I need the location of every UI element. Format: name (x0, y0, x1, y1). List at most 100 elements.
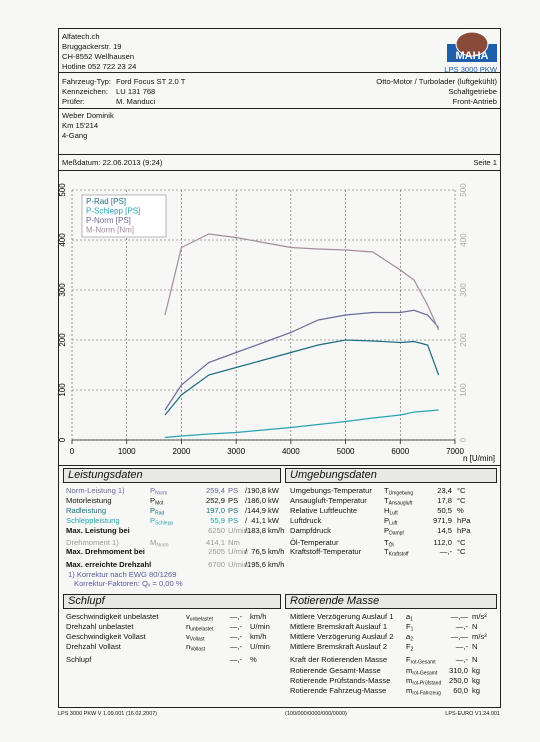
row-value: 17,8 (437, 496, 452, 505)
logo: MAHA (447, 31, 497, 62)
field-label: Fahrzeug-Typ: (62, 77, 111, 86)
y-tick-label: 100 (58, 383, 67, 397)
row-value: 6250 (208, 526, 225, 535)
symbol-sub: Luft (389, 510, 398, 517)
row-unit: PS (228, 486, 239, 495)
field-label: Kennzeichen: (62, 87, 109, 96)
row-label: Relative Luftfeuchte (290, 506, 358, 515)
row-unit: N (472, 655, 478, 664)
symbol-sym: v (186, 632, 190, 641)
row-unit: U/min (250, 642, 270, 651)
row-label: Drehzahl unbelastet (66, 622, 134, 631)
symbol: a1 (406, 613, 413, 623)
legend-box (81, 194, 167, 238)
footer: (100/000/0000/000/0000) (285, 711, 347, 717)
symbol-sub: Luft (389, 520, 398, 527)
symbol-sub: rot-Prüfstand (412, 680, 442, 687)
row-label: Max. erreichte Drehzahl (66, 560, 152, 569)
symbol-sub: Rad (155, 510, 165, 517)
symbol-sub: Umgebung (388, 490, 414, 497)
symbol-sym: F (406, 655, 411, 664)
x-tick-label: 0 (70, 447, 75, 456)
symbol-sym: M (150, 538, 157, 547)
row-value: —,- (229, 622, 242, 631)
row-unit: kg (472, 676, 481, 685)
symbol: mrot-Fahrzeug (406, 687, 441, 697)
row-unit: kW (268, 516, 279, 525)
row-unit: m/s² (472, 612, 487, 621)
row-value: 50,5 (437, 506, 452, 515)
x-tick-label: 6000 (391, 447, 409, 456)
footnote: 1) Korrektur nach EWG 80/1269 (68, 570, 177, 579)
company-line: CH-8552 Wellhausen (62, 52, 135, 61)
symbol-sym: P (150, 516, 156, 525)
row-value: 310,0 (448, 666, 468, 675)
row-value: 259,4 (205, 486, 225, 495)
row-unit: PS (228, 506, 239, 515)
row-value: 2605 (208, 547, 225, 556)
symbol: vVollast (186, 633, 205, 643)
row-label: Öl-Temperatur (290, 538, 339, 547)
field-value: LU 131 768 (116, 87, 156, 96)
row-value: 112,0 (433, 538, 452, 547)
divider (58, 108, 501, 109)
company-line: Alfatech.ch (62, 32, 100, 41)
symbol-sub: Norm (156, 542, 169, 549)
footer: LPS-EURO V1.24.001 (445, 711, 500, 717)
symbol-sym: F (406, 642, 411, 651)
symbol: MNorm (150, 539, 169, 549)
row-label: Schlupf (66, 655, 92, 664)
row-value: —,- (229, 632, 242, 641)
series-line (164, 309, 440, 411)
y2-tick-label: 500 (459, 183, 468, 197)
row-label: Dampfdruck (290, 526, 331, 535)
row-label: Drehzahl Vollast (66, 642, 121, 651)
row-unit: °C (457, 547, 466, 556)
separator: / (245, 496, 248, 505)
y-tick-label: 500 (58, 183, 67, 197)
vehicle-info: Schaltgetriebe (448, 87, 497, 96)
row-unit: km/h (268, 547, 285, 556)
company-line: Hotline 052 722 23 24 (62, 62, 137, 71)
row-value: 60,0 (453, 686, 468, 695)
separator: / (245, 486, 248, 495)
row-unit: N (472, 622, 478, 631)
row-label: Umgebungs-Temperatur (290, 486, 372, 495)
symbol: vunbelastet (186, 613, 213, 623)
logo-text: MAHA (456, 50, 489, 62)
row-value: 414,1 (205, 538, 225, 547)
row-value: 186,0 (246, 496, 266, 505)
symbol: TUmgebung (384, 487, 413, 497)
row-label: Max. Drehmoment bei (66, 547, 145, 556)
vehicle-info: Front-Antrieb (452, 97, 497, 106)
y2-tick-label: 0 (459, 437, 468, 442)
row-label: Ansaugluft-Temperatur (290, 496, 367, 505)
row-label: Kraft der Rotierenden Masse (290, 655, 388, 664)
row-label: Rotierende Fahrzeug-Masse (290, 686, 387, 695)
row-unit: Nm (228, 538, 240, 547)
row-unit: °C (457, 486, 466, 495)
row-value: 971,9 (432, 516, 452, 525)
field-label: Prüfer: (62, 97, 85, 106)
row-label: Geschwindigkeit unbelastet (66, 612, 159, 621)
section-head (63, 468, 281, 483)
row-value: 41,1 (251, 516, 266, 525)
separator: / (245, 506, 248, 515)
symbol-sub: rot-Fahrzeug (412, 690, 441, 697)
row-value: 250,0 (448, 676, 468, 685)
symbol-sym: H (384, 506, 390, 515)
x-tick-label: 2000 (173, 447, 191, 456)
symbol: nunbelastet (186, 623, 213, 633)
symbol: a2 (406, 633, 413, 643)
symbol: TAnsaugluft (384, 497, 412, 507)
row-value: 23,4 (437, 486, 452, 495)
row-unit: U/min (250, 622, 270, 631)
divider (58, 170, 501, 171)
row-unit: % (250, 655, 257, 664)
row-unit: hPa (457, 526, 471, 535)
symbol-sym: F (406, 622, 411, 631)
row-value: 190,8 (246, 486, 266, 495)
symbol: HLuft (384, 507, 398, 517)
frame (58, 28, 501, 708)
